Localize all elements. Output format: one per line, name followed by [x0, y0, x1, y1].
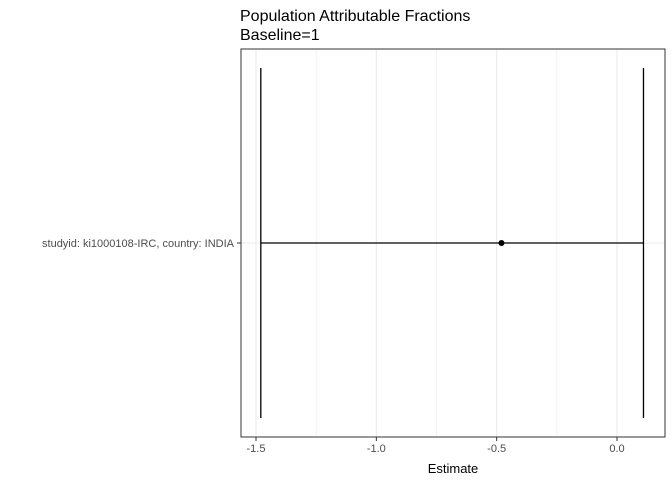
- y-tick-label: studyid: ki1000108-IRC, country: INDIA: [42, 238, 235, 250]
- marks-layer: [260, 68, 645, 418]
- y-axis: studyid: ki1000108-IRC, country: INDIA: [42, 238, 241, 250]
- x-axis: -1.5 -1.0 -0.5 0.0: [247, 437, 625, 455]
- chart-title: Population Attributable Fractions: [240, 8, 470, 25]
- point-estimate: [498, 240, 505, 246]
- x-tick-label: -1.0: [367, 443, 386, 455]
- chart-subtitle: Baseline=1: [240, 27, 320, 44]
- x-tick-label: -1.5: [247, 443, 266, 455]
- x-axis-title: Estimate: [428, 461, 479, 476]
- x-tick-label: -0.5: [487, 443, 506, 455]
- x-tick-label: 0.0: [609, 443, 624, 455]
